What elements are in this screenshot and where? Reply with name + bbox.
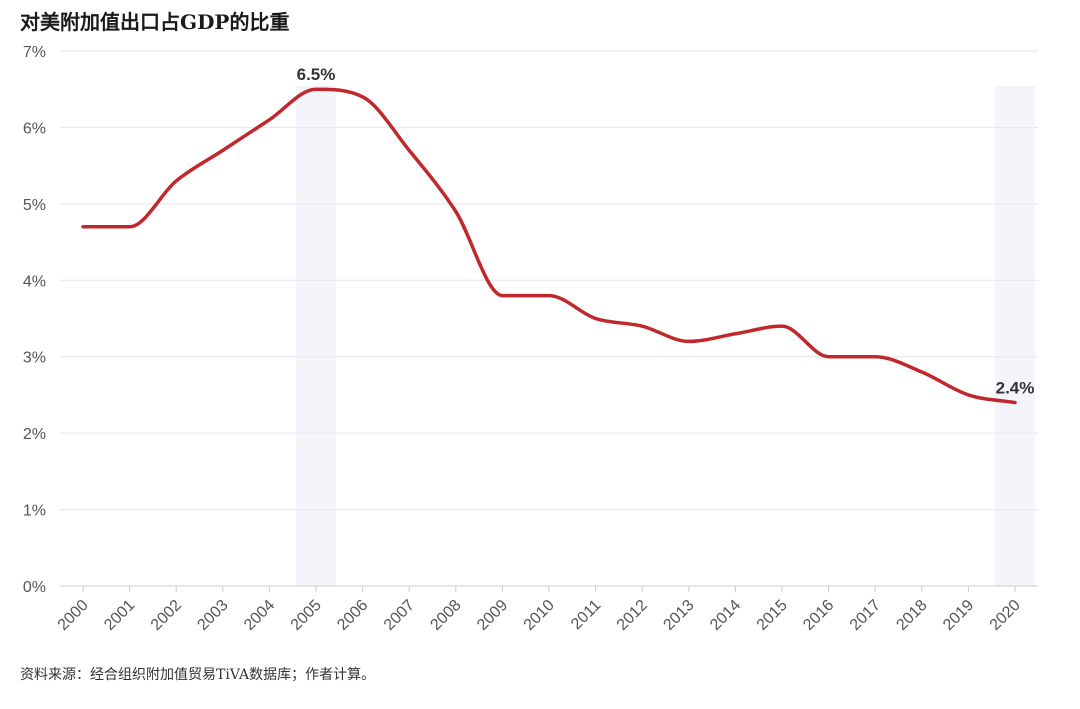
x-tick-label: 2003	[194, 597, 231, 634]
x-tick-label: 2002	[148, 597, 185, 634]
x-tick-label: 2009	[474, 597, 511, 634]
y-axis-ticks: 0% 1% 2% 3% 4% 5% 6% 7%	[23, 44, 46, 596]
x-tick-label: 2016	[800, 597, 837, 634]
y-tick-label: 6%	[23, 120, 46, 137]
x-tick-label: 2019	[940, 597, 977, 634]
x-tick-label: 2012	[614, 597, 651, 634]
line-chart: 0%1%2%3%4%5%6%7% 2000 2001 2002 2003 2004 200…	[23, 44, 1038, 634]
y-tick-label: 7%	[23, 44, 46, 61]
x-tick-label: 2015	[754, 597, 791, 634]
data-label-2005: 6.5%	[297, 65, 336, 84]
x-tick-label: 2017	[847, 597, 884, 634]
source-note: 资料来源：经合组织附加值贸易TiVA数据库；作者计算。	[20, 667, 376, 683]
series-line-group	[81, 87, 1017, 405]
x-tick-label: 2010	[521, 597, 558, 634]
chart-title: 对美附加值出口占GDP的比重	[20, 10, 290, 34]
x-tick-label: 2004	[241, 597, 278, 634]
x-tick-label: 2005	[288, 597, 325, 634]
data-label-2020: 2.4%	[996, 379, 1035, 398]
data-labels: 6.5% 2.4%	[297, 65, 1035, 397]
x-tick-label: 2006	[334, 597, 371, 634]
y-gridlines	[60, 50, 1038, 587]
y-tick-label: 5%	[23, 197, 46, 214]
x-tick-label: 2014	[707, 597, 744, 634]
x-tick-label: 2007	[381, 597, 418, 634]
series-line	[81, 87, 1017, 405]
x-tick-label: 2008	[427, 597, 464, 634]
x-tick-label: 2013	[660, 597, 697, 634]
highlight-band-2005	[296, 86, 336, 586]
x-tick-label: 2000	[55, 597, 92, 634]
x-tick-label: 2011	[568, 597, 604, 633]
x-tick-label: 2001	[101, 597, 138, 634]
x-tick-label: 2018	[893, 597, 930, 634]
y-tick-label: 1%	[23, 503, 46, 520]
y-tick-label: 3%	[23, 350, 46, 367]
y-tick-label: 2%	[23, 426, 46, 443]
y-tick-label: 0%	[23, 579, 46, 596]
x-axis-ticks: 2000 2001 2002 2003 2004 2005 2006 2007 2008 2009…	[55, 586, 1024, 634]
highlight-band-2020	[995, 86, 1035, 586]
x-tick-label: 2020	[987, 597, 1024, 634]
y-tick-label: 4%	[23, 273, 46, 290]
highlight-bands	[296, 86, 1035, 586]
